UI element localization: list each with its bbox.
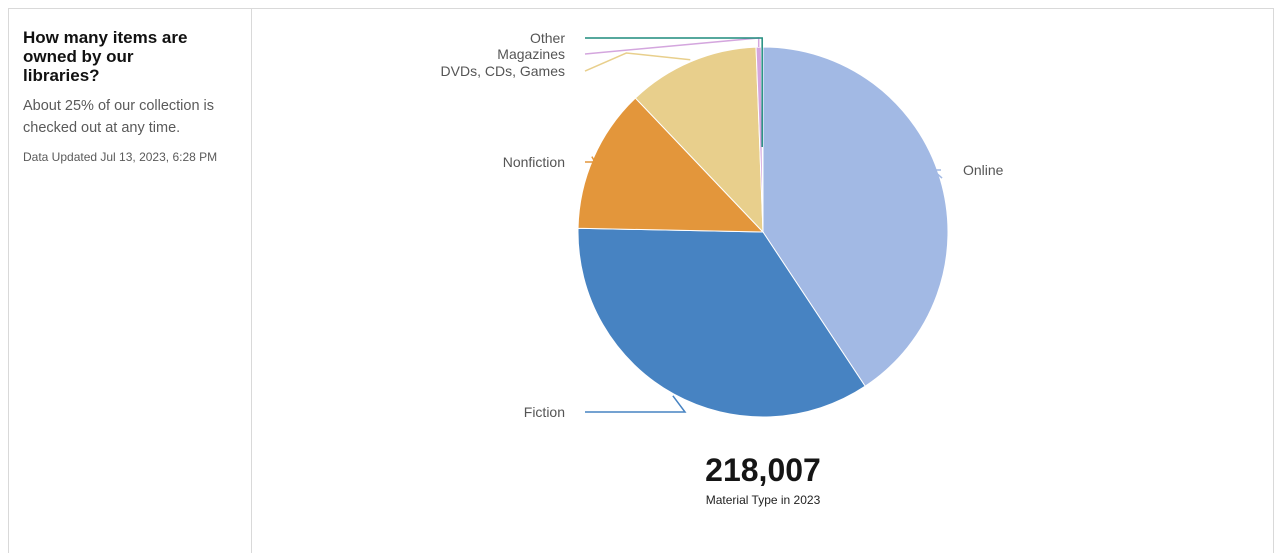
leader-line-fiction <box>585 395 687 413</box>
pie-slices <box>577 46 949 418</box>
pie-labels: Online Fiction Nonfiction DVDs, CDs, GamesM… <box>441 30 1004 420</box>
leader-line-online <box>931 169 943 179</box>
leader-line-other <box>585 37 763 148</box>
pie-chart: Online Fiction Nonfiction DVDs, CDs, GamesM… <box>441 30 1004 420</box>
info-panel: How many items are owned by our librarie… <box>8 8 252 553</box>
chart-area: Online Fiction Nonfiction DVDs, CDs, Games M… <box>253 8 1273 548</box>
pie-slice-dvds-cds-games[interactable] <box>634 46 764 234</box>
total-caption: Material Type in 2023 <box>705 493 821 507</box>
pie-label-online: Online <box>963 162 1004 178</box>
pie-slice-fiction[interactable] <box>577 227 866 418</box>
data-updated-timestamp: Data Updated Jul 13, 2023, 6:28 PM <box>23 150 218 164</box>
pie-label-magazines: Magazines <box>497 46 565 62</box>
pie-leader-lines <box>584 37 943 413</box>
total-value: 218,007 <box>705 452 821 488</box>
pie-label-other: Other <box>530 30 565 46</box>
dashboard-card <box>8 8 1274 553</box>
pie-label-dvds-cds-games: DVDs, CDs, Games <box>441 63 565 79</box>
panel-title: How many items are owned by our librarie… <box>23 28 188 85</box>
pie-slice-nonfiction[interactable] <box>577 97 765 233</box>
leader-line-nonfiction <box>585 156 597 163</box>
panel-subtitle: About 25% of our collection is checked o… <box>23 98 215 136</box>
pie-label-fiction: Fiction <box>524 404 565 420</box>
pie-label-nonfiction: Nonfiction <box>503 154 565 170</box>
leader-line-dvds-cds-games <box>584 52 691 72</box>
